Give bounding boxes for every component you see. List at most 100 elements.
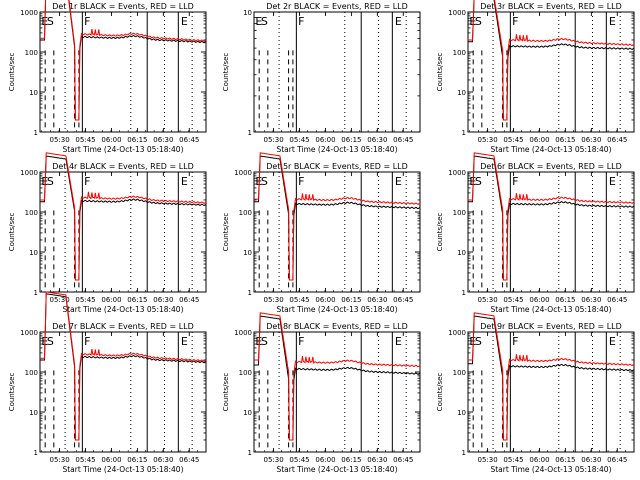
marker-letter: E — [181, 335, 188, 348]
x-tick-label: 06:45 — [393, 456, 413, 464]
x-tick-label: 06:00 — [101, 136, 121, 144]
marker-letter: S — [47, 15, 54, 28]
marker-letter: E — [609, 175, 616, 188]
x-axis-title: Start Time (24-Oct-13 05:18:40) — [490, 305, 611, 314]
marker-letter: S — [261, 335, 268, 348]
x-axis-title: Start Time (24-Oct-13 05:18:40) — [490, 145, 611, 154]
marker-letter: E — [181, 15, 188, 28]
marker-letter: E — [395, 15, 402, 28]
panel-det-8r: Det 8r BLACK = Events, RED = LLD 1 10 100 10… — [222, 312, 421, 474]
y-tick-label: 1000 — [20, 329, 38, 337]
y-tick-label: 1000 — [20, 169, 38, 177]
panel-title: Det 5r BLACK = Events, RED = LLD — [266, 162, 408, 171]
x-tick-label: 05:45 — [289, 296, 309, 304]
plot-frame — [253, 11, 421, 133]
y-axis-title: Counts/sec — [8, 373, 16, 412]
x-tick-label: 06:00 — [529, 296, 549, 304]
marker-letter: S — [261, 15, 268, 28]
x-tick-label: 06:45 — [607, 136, 627, 144]
x-tick-label: 06:30 — [367, 456, 387, 464]
x-tick-label: 05:45 — [503, 296, 523, 304]
x-tick-label: 05:45 — [289, 456, 309, 464]
events-curve — [40, 293, 207, 441]
x-tick-label: 05:45 — [75, 456, 95, 464]
marker-letter: F — [298, 15, 304, 28]
y-tick-label: 10 — [243, 9, 252, 17]
x-tick-label: 06:15 — [341, 136, 361, 144]
x-tick-label: 05:45 — [503, 456, 523, 464]
events-curve — [468, 155, 635, 281]
events-curve — [254, 155, 421, 281]
x-tick-label: 05:30 — [263, 136, 283, 144]
y-tick-label: 1 — [462, 129, 466, 137]
x-tick-label: 06:15 — [341, 456, 361, 464]
x-tick-label: 05:30 — [263, 296, 283, 304]
x-tick-label: 06:30 — [153, 136, 173, 144]
x-tick-label: 06:00 — [315, 136, 335, 144]
y-tick-label: 10 — [457, 409, 466, 417]
y-tick-label: 1 — [248, 449, 252, 457]
panel-det-7r: Det 7r BLACK = Events, RED = LLD11010010… — [8, 291, 207, 474]
x-tick-label: 06:45 — [179, 456, 199, 464]
x-tick-label: 06:45 — [393, 296, 413, 304]
lld-curve — [468, 0, 635, 121]
events-curve — [40, 155, 207, 281]
x-tick-label: 05:45 — [75, 296, 95, 304]
x-tick-label: 06:00 — [529, 456, 549, 464]
panel-title: Det 9r BLACK = Events, RED = LLD — [480, 322, 622, 331]
lld-curve — [468, 152, 635, 281]
x-tick-label: 06:15 — [341, 296, 361, 304]
y-tick-label: 1000 — [448, 9, 466, 17]
panel-title: Det 3r BLACK = Events, RED = LLD — [480, 2, 622, 11]
y-axis-title: Counts/sec — [436, 53, 444, 92]
marker-letter: F — [84, 335, 90, 348]
x-tick-label: 05:30 — [49, 136, 69, 144]
marker-letter: E — [395, 175, 402, 188]
y-tick-label: 1 — [462, 449, 466, 457]
y-tick-label: 100 — [239, 209, 252, 217]
marker-letter: S — [475, 335, 482, 348]
marker-letter: S — [47, 175, 54, 188]
x-tick-label: 06:45 — [179, 296, 199, 304]
x-tick-label: 06:30 — [153, 456, 173, 464]
x-axis-title: Start Time (24-Oct-13 05:18:40) — [490, 465, 611, 474]
x-tick-label: 06:00 — [101, 456, 121, 464]
plot-frame — [253, 331, 421, 453]
marker-letter: F — [298, 175, 304, 188]
y-tick-label: 100 — [453, 369, 466, 377]
x-tick-label: 06:15 — [127, 136, 147, 144]
marker-letter: S — [475, 175, 482, 188]
panel-det-6r: Det 6r BLACK = Events, RED = LLD 1 10 100 10… — [436, 152, 635, 314]
x-tick-label: 06:45 — [607, 456, 627, 464]
lld-curve — [254, 312, 421, 441]
marker-letter: F — [512, 175, 518, 188]
marker-letter: E — [255, 15, 262, 28]
y-tick-label: 100 — [25, 369, 38, 377]
x-tick-label: 05:45 — [289, 136, 309, 144]
marker-letter: F — [512, 15, 518, 28]
y-tick-label: 100 — [25, 49, 38, 57]
panel-title: Det 4r BLACK = Events, RED = LLD — [52, 162, 194, 171]
marker-letter: F — [512, 335, 518, 348]
y-tick-label: 1 — [34, 289, 38, 297]
lld-curve — [468, 312, 635, 441]
lld-curve — [254, 152, 421, 281]
y-tick-label: 10 — [243, 409, 252, 417]
x-tick-label: 05:30 — [477, 136, 497, 144]
x-tick-label: 06:00 — [529, 136, 549, 144]
x-axis-title: Start Time (24-Oct-13 05:18:40) — [276, 145, 397, 154]
y-tick-label: 10 — [457, 249, 466, 257]
panel-title: Det 8r BLACK = Events, RED = LLD — [266, 322, 408, 331]
marker-letter: E — [609, 15, 616, 28]
y-tick-label: 100 — [453, 209, 466, 217]
panel-title: Det 6r BLACK = Events, RED = LLD — [480, 162, 622, 171]
events-curve — [468, 315, 635, 441]
y-tick-label: 10 — [29, 249, 38, 257]
x-tick-label: 06:45 — [393, 136, 413, 144]
x-tick-label: 06:00 — [101, 296, 121, 304]
y-tick-label: 1 — [34, 449, 38, 457]
y-tick-label: 10 — [29, 409, 38, 417]
x-axis-title: Start Time (24-Oct-13 05:18:40) — [62, 465, 183, 474]
y-tick-label: 100 — [25, 209, 38, 217]
y-tick-label: 100 — [453, 49, 466, 57]
